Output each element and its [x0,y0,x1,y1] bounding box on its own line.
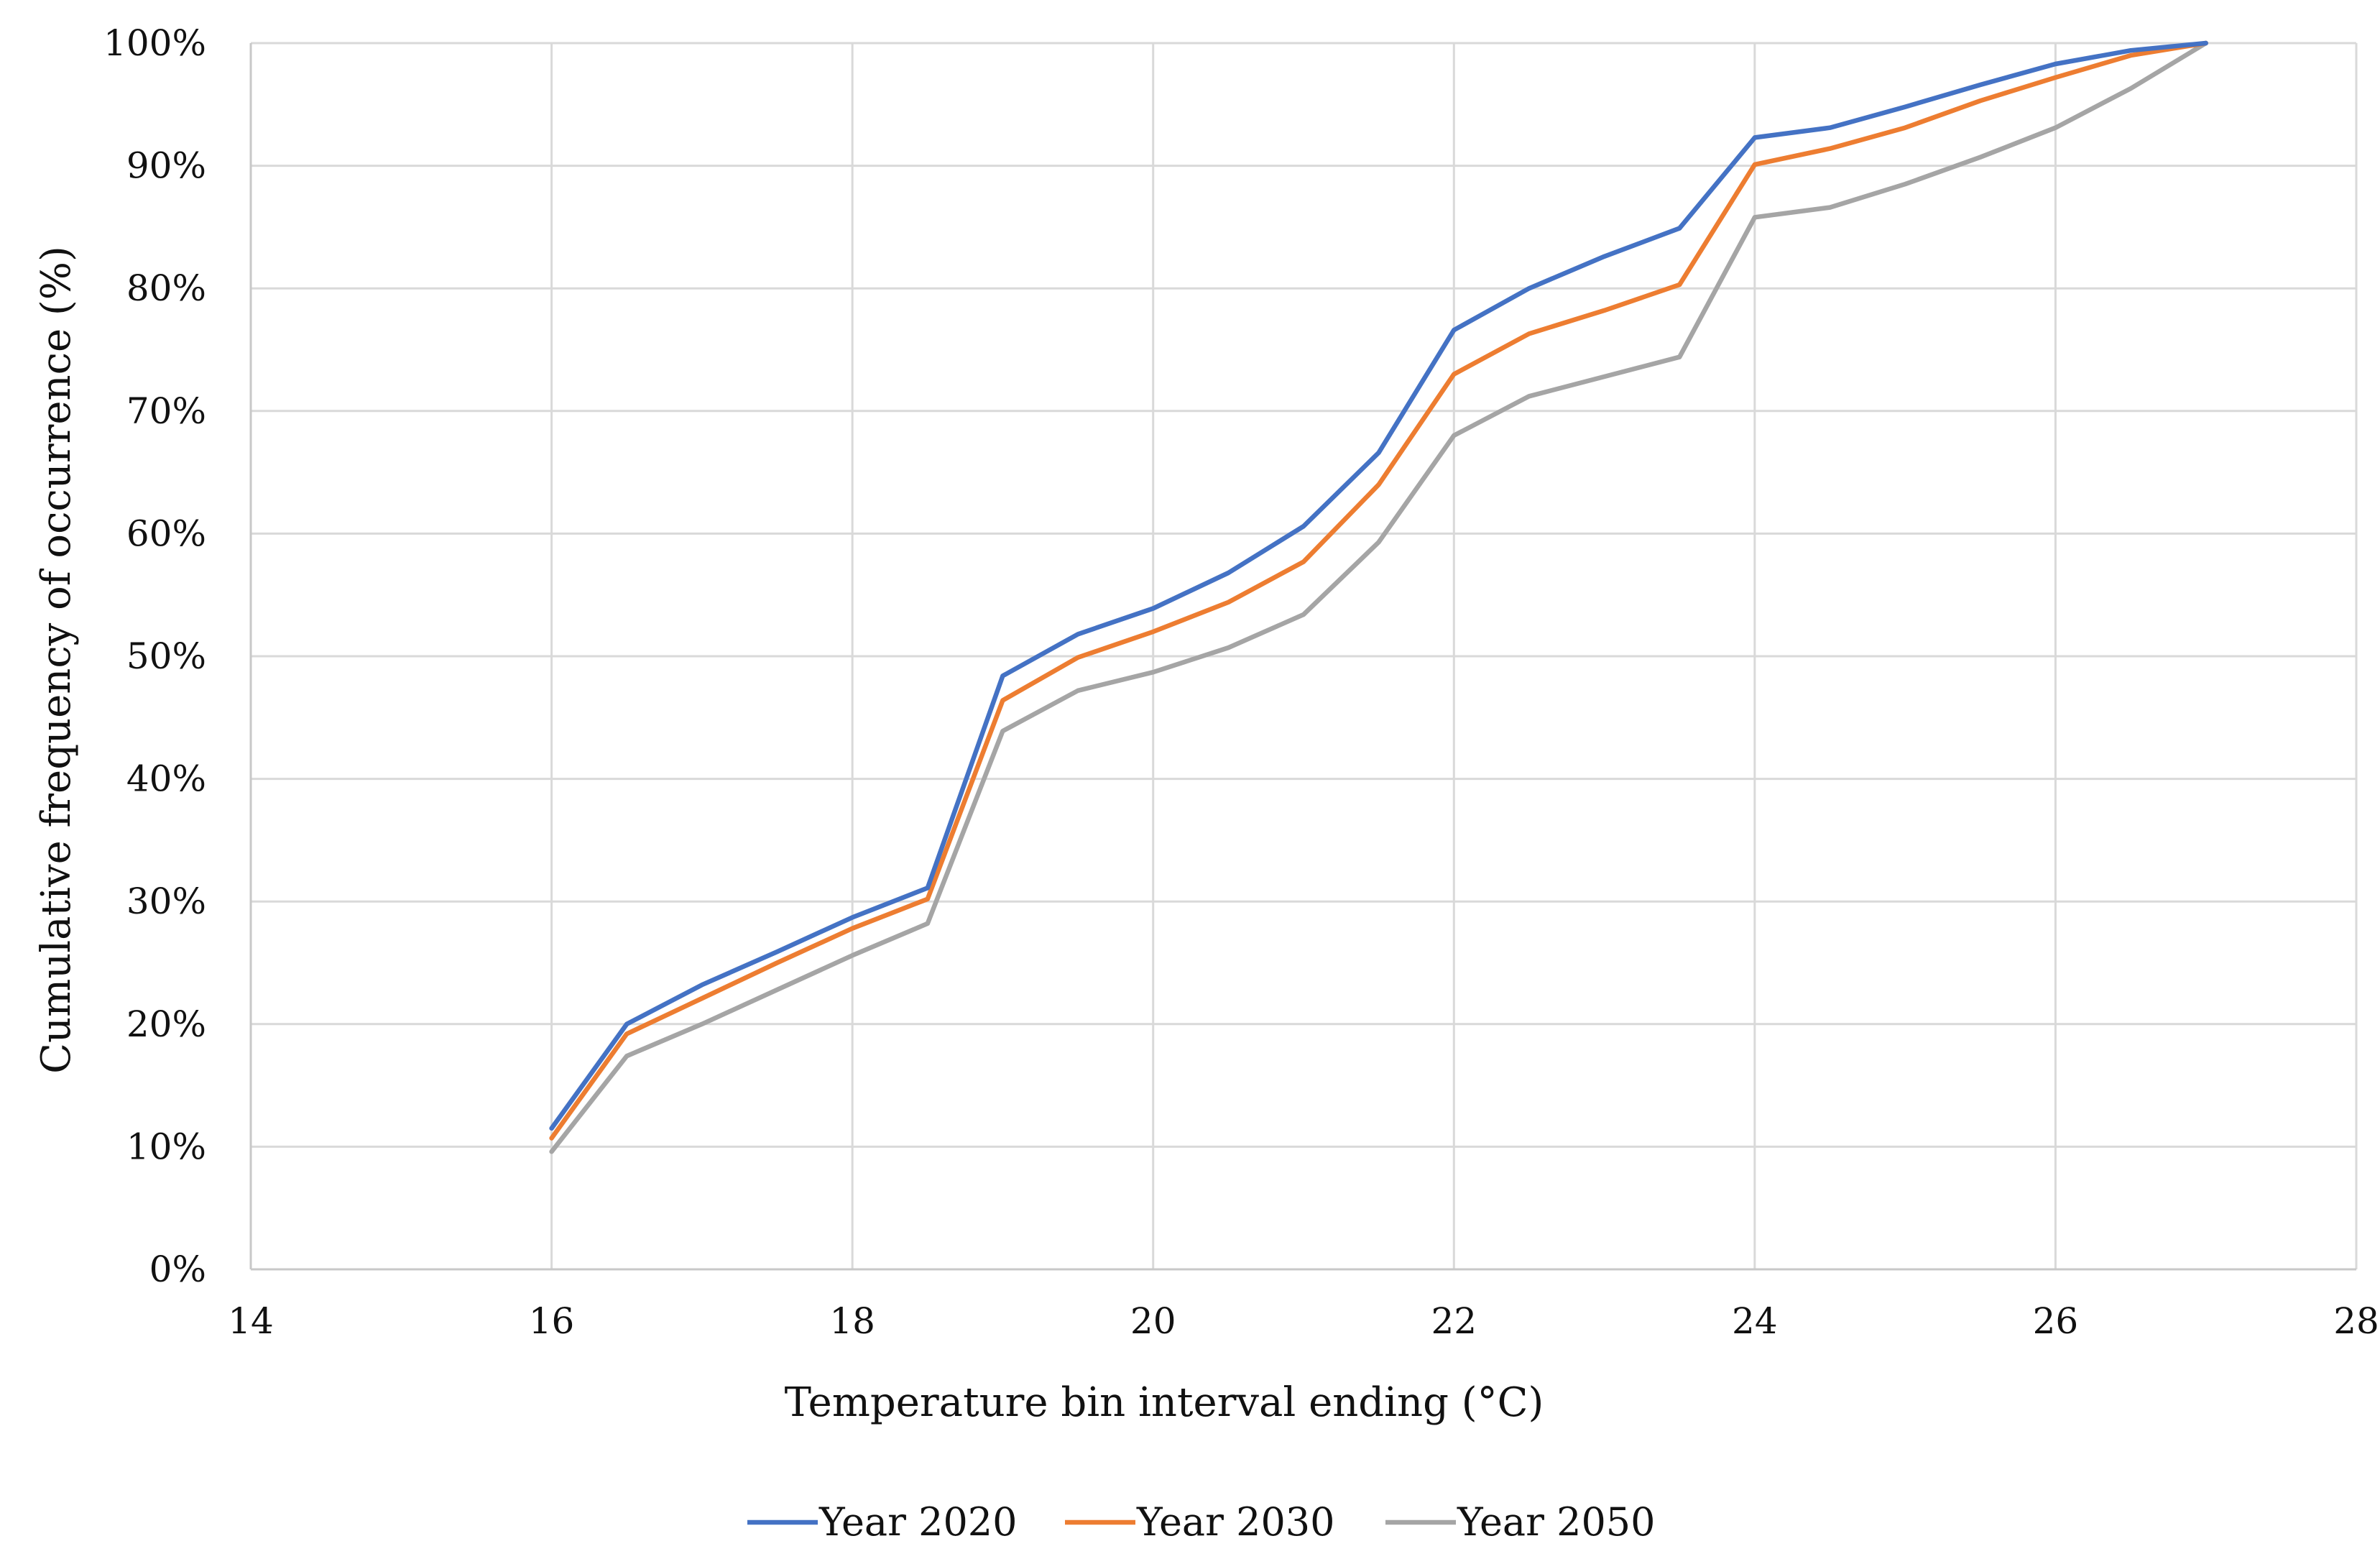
legend-item-2050: Year 2050 [1385,1499,1656,1545]
series-line-year-2030 [549,40,2208,1141]
y-tick-label: 30% [126,880,206,922]
x-tick-label: 24 [1732,1300,1778,1342]
x-tick-label: 18 [829,1300,875,1342]
legend-label-2020: Year 2020 [818,1499,1018,1545]
legend-item-2020: Year 2020 [747,1499,1018,1545]
y-tick-label: 10% [126,1126,206,1167]
x-tick-label: 16 [529,1300,575,1342]
series-lines [549,40,2208,1154]
tick-labels: 0% 10% 20% 30% 40% 50% 60% 70% 80% 90% 100% 14 16 18 2… [103,22,2379,1342]
legend-label-2050: Year 2050 [1457,1499,1656,1545]
x-tick-label: 26 [2033,1300,2079,1342]
x-axis-title: Temperature bin interval ending (°C) [785,1379,1544,1426]
y-tick-label: 40% [126,758,206,800]
y-axis-title: Cumulative frequency of occurrence (%) [33,246,80,1074]
series-line-year-2050 [549,40,2208,1154]
y-tick-label: 0% [149,1248,206,1290]
x-tick-label: 20 [1130,1300,1176,1342]
y-tick-label: 20% [126,1003,206,1045]
gridlines [251,42,2358,1269]
x-tick-label: 28 [2333,1300,2379,1342]
legend-item-2030: Year 2030 [1065,1499,1335,1545]
y-tick-label: 70% [126,390,206,432]
x-tick-label: 14 [228,1300,274,1342]
y-tick-label: 50% [126,635,206,677]
y-tick-label: 90% [126,145,206,187]
legend: Year 2020 Year 2030 Year 2050 [747,1499,1656,1545]
axes [249,43,2356,1271]
y-tick-label: 60% [126,512,206,554]
legend-label-2030: Year 2030 [1136,1499,1335,1545]
series-line-year-2020 [549,40,2208,1131]
y-tick-label: 100% [103,22,206,64]
y-tick-label: 80% [126,267,206,309]
x-tick-label: 22 [1431,1300,1477,1342]
